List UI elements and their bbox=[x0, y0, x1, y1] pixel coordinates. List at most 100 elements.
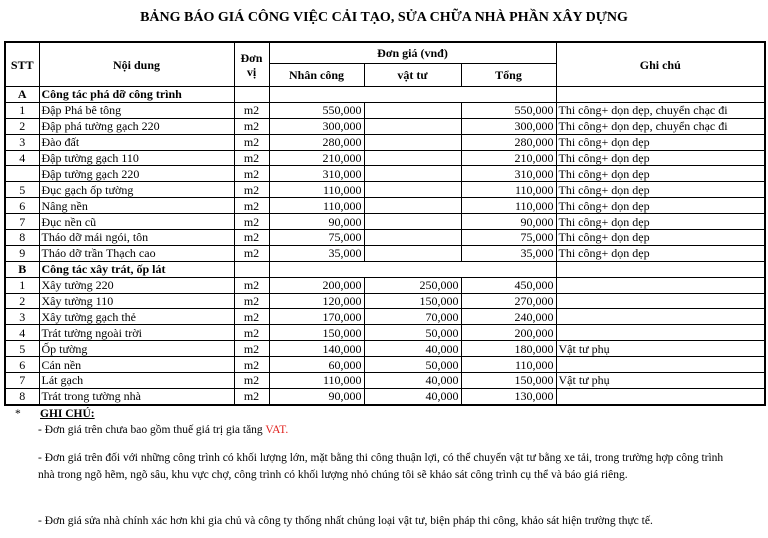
cell-stt: 3 bbox=[4, 308, 40, 326]
section-row: A Công tác phá dỡ công trình bbox=[4, 86, 766, 103]
cell-note bbox=[555, 276, 766, 294]
cell-name: Đào đất bbox=[38, 133, 235, 151]
cell-material: 40,000 bbox=[363, 372, 462, 389]
cell-labor: 35,000 bbox=[268, 244, 365, 262]
cell-note bbox=[555, 308, 766, 326]
cell-stt: 4 bbox=[4, 324, 40, 342]
table-row: 4 Trát tường ngoài trời m2 150,000 50,000 200… bbox=[4, 324, 766, 342]
notes-heading: GHI CHÚ: bbox=[40, 408, 95, 420]
cell-total: 35,000 bbox=[460, 244, 557, 262]
cell-note: Thi công+ dọn dẹp bbox=[555, 244, 766, 262]
cell-unit: m2 bbox=[233, 149, 270, 167]
cell-name: Xây tường 110 bbox=[38, 292, 235, 310]
cell-name: Đục nền cũ bbox=[38, 213, 235, 231]
cell-material bbox=[363, 197, 462, 215]
cell-material: 50,000 bbox=[363, 356, 462, 374]
page-title: BẢNG BÁO GIÁ CÔNG VIỆC CẢI TẠO, SỬA CHỮA… bbox=[140, 10, 628, 25]
header-don-gia: Đơn giá (vnđ) bbox=[268, 41, 557, 64]
cell-unit: m2 bbox=[233, 165, 270, 183]
cell-name: Nâng nền bbox=[38, 197, 235, 215]
cell-stt: 6 bbox=[4, 197, 40, 215]
cell-material: 70,000 bbox=[363, 308, 462, 326]
cell-total: 200,000 bbox=[460, 324, 557, 342]
cell-unit: m2 bbox=[233, 181, 270, 199]
cell-note: Vật tư phụ bbox=[555, 340, 766, 358]
cell-name: Xây tường gạch thẻ bbox=[38, 308, 235, 326]
cell-unit: m2 bbox=[233, 101, 270, 119]
cell-material bbox=[363, 101, 462, 119]
note-line-2a: - Đơn giá trên đối với những công trình … bbox=[38, 452, 724, 464]
cell-note: Thi công+ dọn dẹp bbox=[555, 229, 766, 246]
table-row: 5 Ốp tường m2 140,000 40,000 180,000 Vật tư ph… bbox=[4, 340, 766, 358]
table-row: 4 Đập tường gạch 110 m2 210,000 210,000 Thi c… bbox=[4, 149, 766, 167]
cell-labor: 90,000 bbox=[268, 387, 365, 406]
cell-unit: m2 bbox=[233, 372, 270, 389]
cell-total: 240,000 bbox=[460, 308, 557, 326]
cell-unit: m2 bbox=[233, 292, 270, 310]
cell-labor: 110,000 bbox=[268, 181, 365, 199]
cell-labor: 90,000 bbox=[268, 213, 365, 231]
cell-name: Trát trong tường nhà bbox=[38, 387, 235, 406]
cell-note: Thi công+ dọn dẹp bbox=[555, 165, 766, 183]
table-row: 1 Đập Phá bê tông m2 550,000 550,000 Thi công… bbox=[4, 101, 766, 119]
cell-note bbox=[555, 387, 766, 406]
cell-name: Ốp tường bbox=[38, 340, 235, 358]
cell-total: 110,000 bbox=[460, 197, 557, 215]
cell-stt: 5 bbox=[4, 181, 40, 199]
table-row: 8 Trát trong tường nhà m2 90,000 40,000 130,0… bbox=[4, 387, 766, 406]
empty-cell bbox=[555, 260, 766, 278]
header-vat-tu: vật tư bbox=[363, 63, 462, 87]
cell-total: 450,000 bbox=[460, 276, 557, 294]
cell-name: Đập tường gạch 220 bbox=[38, 165, 235, 183]
cell-total: 130,000 bbox=[460, 387, 557, 406]
cell-stt: 7 bbox=[4, 372, 40, 389]
cell-stt: 3 bbox=[4, 133, 40, 151]
table-row: Đập tường gạch 220 m2 310,000 310,000 Thi cô… bbox=[4, 165, 766, 183]
section-row: B Công tác xây trát, ốp lát bbox=[4, 260, 766, 278]
cell-stt: 6 bbox=[4, 356, 40, 374]
table-row: 5 Đục gạch ốp tường m2 110,000 110,000 Thi cô… bbox=[4, 181, 766, 199]
cell-stt: 8 bbox=[4, 387, 40, 406]
cell-note: Thi công+ dọn dẹp bbox=[555, 149, 766, 167]
cell-note: Thi công+ dọn dẹp bbox=[555, 133, 766, 151]
cell-material: 40,000 bbox=[363, 340, 462, 358]
table-row: 7 Đục nền cũ m2 90,000 90,000 Thi công+ dọn d… bbox=[4, 213, 766, 231]
cell-total: 300,000 bbox=[460, 117, 557, 135]
table-row: 1 Xây tường 220 m2 200,000 250,000 450,000 bbox=[4, 276, 766, 294]
cell-unit: m2 bbox=[233, 340, 270, 358]
cell-labor: 280,000 bbox=[268, 133, 365, 151]
cell-note: Thi công+ dọn dẹp bbox=[555, 197, 766, 215]
cell-labor: 300,000 bbox=[268, 117, 365, 135]
cell-material: 250,000 bbox=[363, 276, 462, 294]
cell-stt: 7 bbox=[4, 213, 40, 231]
cell-note: Thi công+ dọn dẹp bbox=[555, 213, 766, 231]
section-title: Công tác phá dỡ công trình bbox=[38, 86, 235, 103]
header-ghi-chu: Ghi chú bbox=[555, 41, 766, 87]
cell-material bbox=[363, 133, 462, 151]
cell-stt: 9 bbox=[4, 244, 40, 262]
cell-name: Đập phá tường gạch 220 bbox=[38, 117, 235, 135]
cell-total: 310,000 bbox=[460, 165, 557, 183]
section-code: A bbox=[4, 86, 40, 103]
cell-name: Đập Phá bê tông bbox=[38, 101, 235, 119]
table-row: 8 Tháo dỡ mái ngói, tôn m2 75,000 75,000 Thi … bbox=[4, 229, 766, 246]
header-don-vi: Đơn vị bbox=[233, 41, 270, 87]
table-row: 9 Tháo dỡ trần Thạch cao m2 35,000 35,000 Thi… bbox=[4, 244, 766, 262]
cell-material bbox=[363, 244, 462, 262]
cell-name: Cán nền bbox=[38, 356, 235, 374]
cell-total: 90,000 bbox=[460, 213, 557, 231]
empty-cell bbox=[268, 86, 557, 103]
empty-cell bbox=[233, 260, 270, 278]
cell-labor: 75,000 bbox=[268, 229, 365, 246]
empty-cell bbox=[555, 86, 766, 103]
note-line-2b: nhà trong ngõ hẽm, ngõ sâu, khu vực chợ,… bbox=[38, 469, 628, 481]
cell-unit: m2 bbox=[233, 197, 270, 215]
cell-unit: m2 bbox=[233, 213, 270, 231]
table-row: 7 Lát gạch m2 110,000 40,000 150,000 Vật tư ph… bbox=[4, 372, 766, 389]
cell-material: 150,000 bbox=[363, 292, 462, 310]
cell-total: 270,000 bbox=[460, 292, 557, 310]
cell-stt: 2 bbox=[4, 292, 40, 310]
cell-stt: 2 bbox=[4, 117, 40, 135]
cell-labor: 210,000 bbox=[268, 149, 365, 167]
cell-unit: m2 bbox=[233, 133, 270, 151]
